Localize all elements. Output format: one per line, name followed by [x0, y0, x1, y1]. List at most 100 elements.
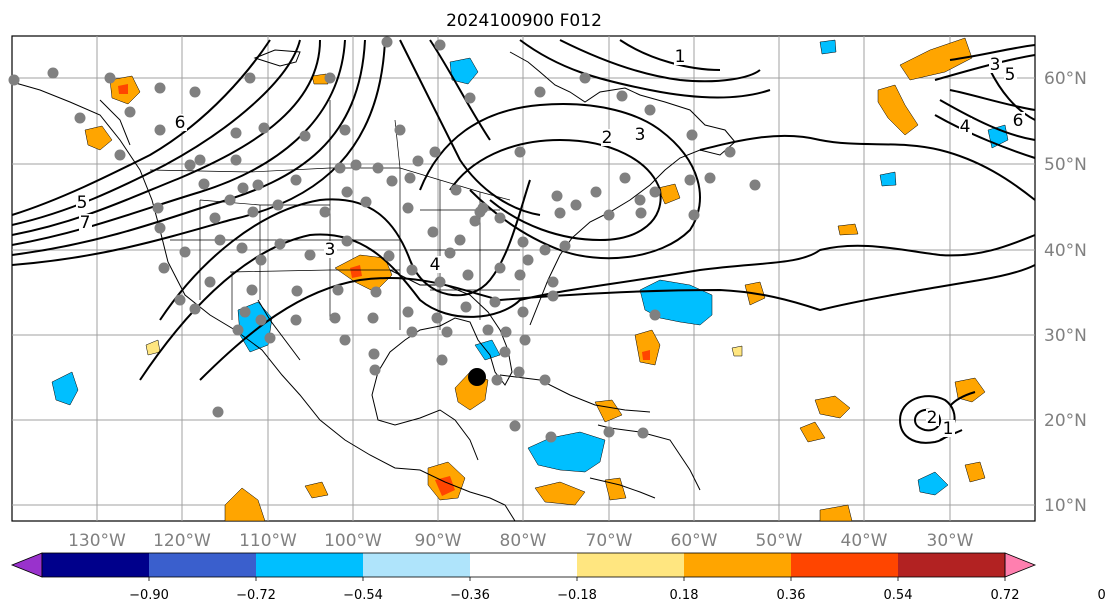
contour-label: 5 [77, 193, 88, 213]
station-dot [637, 427, 649, 439]
station-dot [749, 179, 761, 191]
contour-label-bg [79, 214, 92, 231]
colorbar-tick-label: −0.36 [450, 588, 490, 603]
colorbar-swatch [149, 553, 257, 577]
station-dot [290, 174, 302, 186]
station-dot [649, 186, 661, 198]
contour-label: 3 [990, 55, 1001, 75]
station-dot [406, 326, 418, 338]
station-dot [482, 324, 494, 336]
station-dot [603, 426, 615, 438]
contour-label: 1 [675, 47, 686, 67]
station-dot [554, 207, 566, 219]
cyan-patch [917, 471, 949, 496]
station-dot [114, 149, 126, 161]
storm-center-marker [468, 368, 486, 386]
cyan-patch [819, 39, 837, 55]
station-dot [454, 234, 466, 246]
orange-patch [837, 223, 859, 236]
station-dot [47, 67, 59, 79]
contour-label-bg [429, 256, 442, 273]
station-dot [258, 122, 270, 134]
longitude-label: 70°W [586, 531, 633, 551]
colorbar-extend-low [10, 552, 43, 578]
station-dot [247, 206, 259, 218]
station-dot [350, 159, 362, 171]
cyan-patch [879, 171, 897, 187]
station-dot [372, 162, 384, 174]
map-title: 2024100900 F012 [446, 11, 602, 31]
orange-patch [84, 125, 113, 151]
contour-label: 2 [602, 128, 613, 148]
station-dot [491, 374, 503, 386]
station-dot [154, 222, 166, 234]
contour-label-bg [634, 126, 647, 143]
station-dot [635, 207, 647, 219]
red-patch [642, 350, 650, 360]
station-dot [179, 246, 191, 258]
station-dot [704, 172, 716, 184]
colorbar-extend-high [1004, 552, 1037, 578]
station-dot [404, 172, 416, 184]
station-dot [360, 196, 372, 208]
station-dot [214, 234, 226, 246]
station-dot [494, 212, 506, 224]
colorbar-swatch [42, 553, 150, 577]
contour-label-bg [1004, 66, 1017, 83]
cyan-patch [51, 371, 79, 406]
station-dot [579, 72, 591, 84]
latitude-label: 20°N [1044, 411, 1087, 431]
station-dot [539, 374, 551, 386]
station-dot [8, 74, 20, 86]
station-dot [469, 215, 481, 227]
station-dot [332, 284, 344, 296]
station-dot [274, 238, 286, 250]
orange-patch [311, 73, 329, 85]
longitude-label: 50°W [756, 531, 803, 551]
station-dot [230, 154, 242, 166]
station-dot [189, 86, 201, 98]
station-dot [551, 190, 563, 202]
station-markers [8, 36, 761, 443]
longitude-labels: 130°W 120°W 110°W 100°W 90°W 80°W 70°W 60°W 50°W… [68, 531, 974, 551]
station-dot [509, 420, 521, 432]
station-dot [339, 334, 351, 346]
station-dot [324, 72, 336, 84]
longitude-label: 110°W [239, 531, 297, 551]
station-dot [559, 240, 571, 252]
station-dot [264, 332, 276, 344]
station-dot [412, 155, 424, 167]
colorbar-swatch [577, 553, 685, 577]
orange-patch [594, 399, 623, 423]
station-dot [590, 186, 602, 198]
cyan-patch [474, 339, 501, 361]
station-dot [386, 175, 398, 187]
station-dot [367, 312, 379, 324]
colorbar-tick-labels: −0.90 −0.72 −0.54 −0.36 −0.18 0.18 0.36 0.54 0.7… [129, 577, 1105, 603]
station-dot [299, 130, 311, 142]
station-dot [198, 178, 210, 190]
colorbar-swatch [256, 553, 364, 577]
station-dot [489, 296, 501, 308]
contour-label-bg [674, 48, 687, 65]
orange-patch [899, 37, 973, 81]
station-dot [230, 127, 242, 139]
station-dot [232, 324, 244, 336]
station-dot [500, 326, 512, 338]
station-dot [341, 235, 353, 247]
longitude-label: 40°W [841, 531, 888, 551]
station-dot [649, 309, 661, 321]
colorbar [10, 552, 1037, 578]
station-dot [517, 306, 529, 318]
station-dot [244, 72, 256, 84]
station-dot [381, 36, 393, 48]
contour-label: 6 [1013, 111, 1024, 131]
longitude-label: 130°W [68, 531, 126, 551]
latitude-label: 50°N [1044, 155, 1087, 175]
station-dot [104, 72, 116, 84]
station-dot [517, 236, 529, 248]
contour-label: 3 [325, 240, 336, 260]
contour-label-bg [174, 114, 187, 131]
longitude-label: 90°W [415, 531, 462, 551]
